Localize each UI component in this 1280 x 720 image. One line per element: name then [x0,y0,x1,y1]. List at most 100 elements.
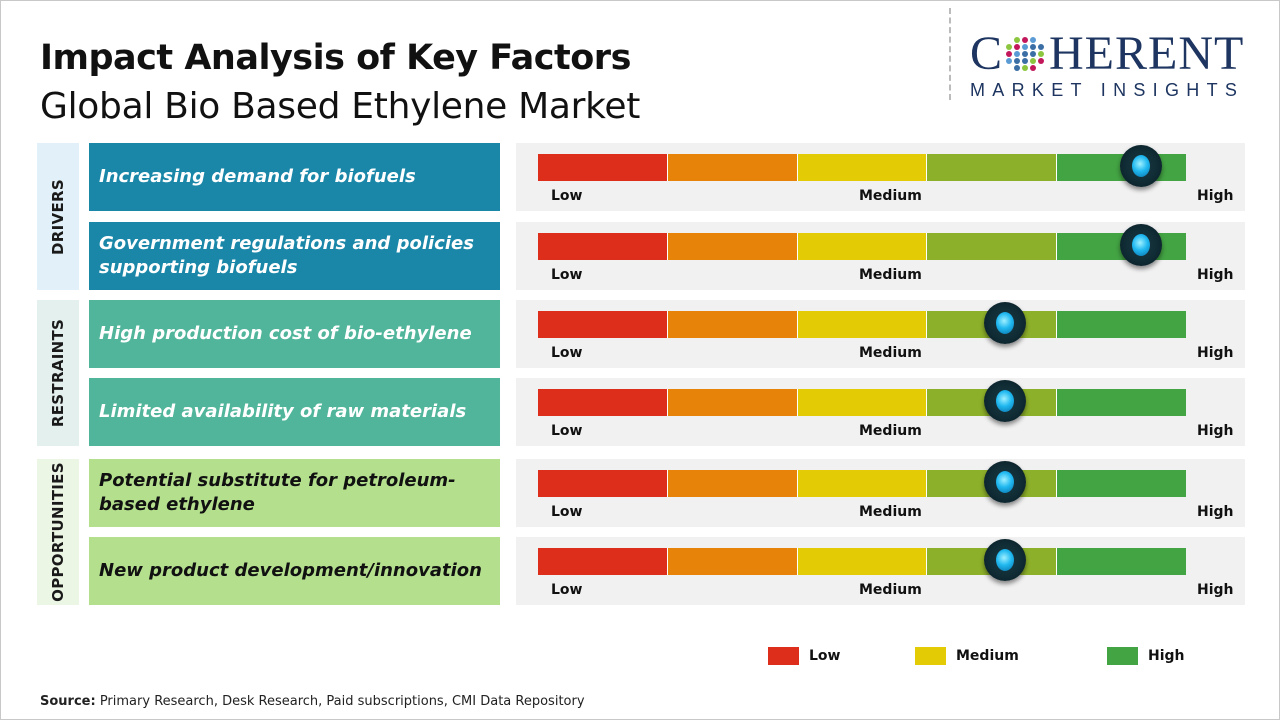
factor-label: Government regulations and policies supp… [89,222,500,290]
scale-label-medium: Medium [859,504,922,520]
scale-label-high: High [1197,582,1234,598]
globe-icon [1006,37,1046,71]
factor-label: Potential substitute for petroleum-based… [89,459,500,527]
gauge-segment [667,389,798,416]
globe-dot [1022,58,1029,64]
legend-swatch-high [1107,647,1138,665]
source-prefix: Source: [40,694,96,709]
impact-gauge: Low Medium High [516,537,1245,605]
globe-dot [1014,65,1021,71]
gauge-segment [667,311,798,338]
globe-dot [1030,65,1037,71]
category-restraints: RESTRAINTS [37,300,79,446]
category-label: RESTRAINTS [49,318,68,428]
gauge-bar [538,311,1186,338]
globe-dot [1014,51,1021,57]
gauge-bar [538,470,1186,497]
legend-label: Low [809,648,841,664]
gauge-segment [538,154,668,181]
gauge-segment [1057,470,1186,497]
legend-swatch-medium [915,647,946,665]
gauge-segment [1057,311,1186,338]
gauge-segment [1057,389,1186,416]
impact-gauge: Low Medium High [516,378,1245,446]
gauge-segment [538,389,668,416]
globe-dot [1006,58,1013,64]
gauge-marker [983,539,1026,581]
gauge-segment [797,233,928,260]
gauge-segment [927,233,1058,260]
legend-swatch-low [768,647,799,665]
scale-label-high: High [1197,504,1234,520]
source-note: Source: Primary Research, Desk Research,… [40,694,585,709]
globe-dot [1006,51,1013,57]
scale-label-medium: Medium [859,423,922,439]
globe-dot [1006,65,1012,71]
globe-dot [1038,44,1045,50]
gauge-segment [667,470,798,497]
page-title: Impact Analysis of Key Factors [40,38,631,78]
globe-dot [1014,37,1021,43]
legend-medium: Medium [915,647,1019,665]
divider [949,8,951,100]
gauge-bar [538,389,1186,416]
gauge-segment [797,548,928,575]
scale-label-low: Low [551,267,583,283]
logo-text-herent: HERENT [1049,27,1245,80]
page-subtitle: Global Bio Based Ethylene Market [40,86,641,127]
scale-label-medium: Medium [859,188,922,204]
gauge-marker [983,461,1026,503]
gauge-bar [538,548,1186,575]
scale-label-medium: Medium [859,345,922,361]
gauge-segment [797,154,928,181]
scale-label-high: High [1197,423,1234,439]
impact-gauge: Low Medium High [516,143,1245,211]
logo-text-c: C [970,27,1004,80]
source-text: Primary Research, Desk Research, Paid su… [95,694,585,709]
scale-label-low: Low [551,504,583,520]
scale-label-medium: Medium [859,267,922,283]
scale-label-low: Low [551,423,583,439]
legend-low: Low [768,647,840,665]
legend-label: Medium [956,648,1019,664]
gauge-segment [1057,548,1186,575]
category-label: OPPORTUNITIES [49,462,67,602]
globe-dot [1038,58,1045,64]
gauge-segment [927,154,1058,181]
gauge-bar [538,233,1186,260]
scale-label-low: Low [551,582,583,598]
gauge-segment [667,154,798,181]
factor-label: New product development/innovation [89,537,500,605]
gauge-marker [1119,145,1162,187]
globe-dot [1022,65,1029,71]
gauge-marker [1119,224,1162,266]
globe-dot [1030,51,1037,57]
scale-label-low: Low [551,345,583,361]
category-label: DRIVERS [49,178,67,255]
impact-gauge: Low Medium High [516,459,1245,527]
globe-dot [1006,44,1013,50]
gauge-segment [538,311,668,338]
globe-dot [1030,58,1037,64]
gauge-bar [538,154,1186,181]
impact-gauge: Low Medium High [516,300,1245,368]
globe-dot [1030,44,1037,50]
factor-label: Increasing demand for biofuels [89,143,500,211]
gauge-segment [797,389,928,416]
gauge-segment [538,233,668,260]
category-opportunities: OPPORTUNITIES [37,459,79,605]
logo-subtitle: MARKET INSIGHTS [970,80,1245,100]
globe-dot [1006,37,1012,43]
factor-label: Limited availability of raw materials [89,378,500,446]
scale-label-low: Low [551,188,583,204]
globe-dot [1022,44,1029,50]
globe-dot [1038,65,1044,71]
legend-high: High [1107,647,1185,665]
gauge-marker [983,380,1026,422]
gauge-segment [667,548,798,575]
globe-dot [1014,44,1021,50]
globe-dot [1022,37,1029,43]
impact-gauge: Low Medium High [516,222,1245,290]
category-drivers: DRIVERS [37,143,79,290]
scale-label-medium: Medium [859,582,922,598]
